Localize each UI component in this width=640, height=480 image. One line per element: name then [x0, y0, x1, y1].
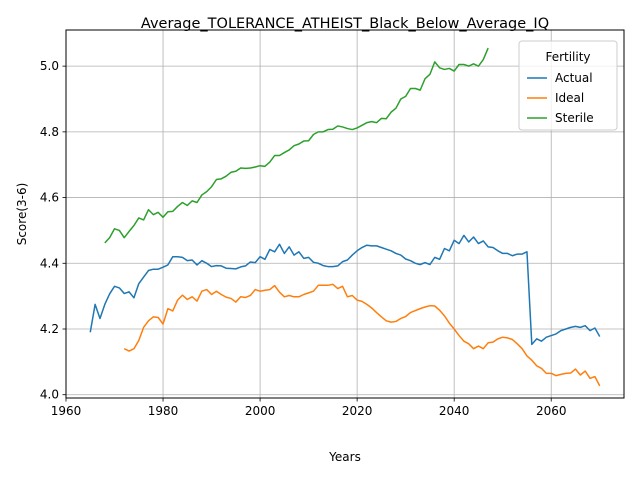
series-lines [89, 47, 601, 387]
y-tick-label: 4.0 [40, 388, 59, 402]
y-axis-label: Score(3-6) [15, 183, 29, 246]
plot-area-frame [65, 29, 625, 399]
x-tick-label: 2000 [245, 404, 276, 418]
series-line-ideal [123, 283, 601, 387]
y-tick-label: 4.8 [40, 125, 59, 139]
x-tick-label: 2020 [342, 404, 373, 418]
series-line-sterile [104, 47, 489, 244]
x-tick-label: 1980 [148, 404, 179, 418]
x-tick-label: 2060 [536, 404, 567, 418]
y-tick-label: 5.0 [40, 59, 59, 73]
x-tick-label: 2040 [439, 404, 470, 418]
legend-label-actual: Actual [555, 71, 593, 85]
x-tick-label: 1960 [51, 404, 82, 418]
y-tick-label: 4.2 [40, 322, 59, 336]
legend: Fertility Actual Ideal Sterile [518, 40, 618, 131]
series-line-actual [89, 234, 601, 346]
legend-title: Fertility [545, 50, 590, 64]
legend-label-sterile: Sterile [555, 111, 594, 125]
x-axis-ticks: 1960 1980 2000 2020 2040 2060 [51, 398, 567, 418]
x-axis-label: Years [328, 450, 361, 464]
y-axis-ticks: 4.0 4.2 4.4 4.6 4.8 5.0 [40, 59, 66, 402]
chart-title: Average_TOLERANCE_ATHEIST_Black_Below_Av… [141, 16, 549, 32]
legend-label-ideal: Ideal [555, 91, 584, 105]
y-tick-label: 4.6 [40, 191, 59, 205]
legend-box [518, 40, 618, 131]
y-tick-label: 4.4 [40, 256, 59, 270]
